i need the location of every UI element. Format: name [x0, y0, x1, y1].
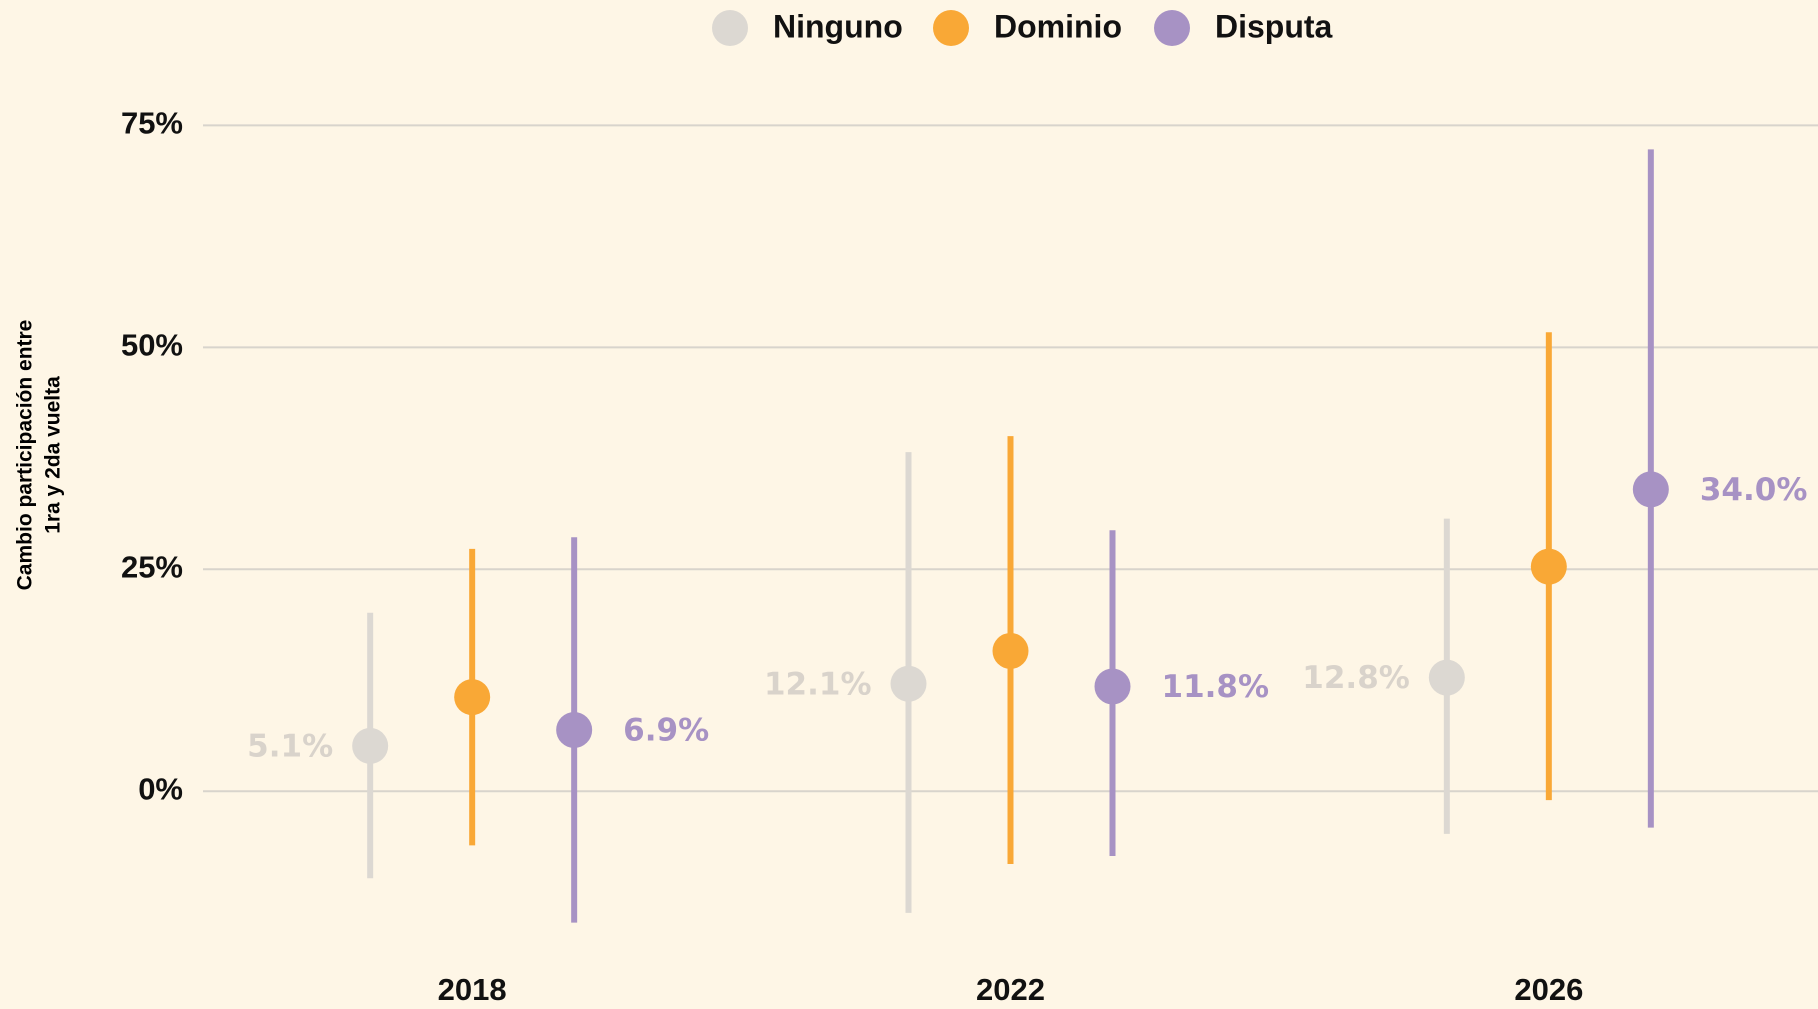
x-tick-label: 2026: [1514, 972, 1583, 1007]
x-tick-label: 2022: [976, 972, 1045, 1007]
legend-swatch: [1154, 10, 1190, 46]
legend-label: Disputa: [1215, 8, 1333, 44]
dot: [352, 727, 389, 764]
data-label: 5.1%: [247, 728, 333, 764]
legend-label: Ninguno: [773, 8, 903, 44]
x-tick-label: 2018: [438, 972, 507, 1007]
data-label: 11.8%: [1162, 669, 1270, 705]
dot: [992, 632, 1029, 669]
y-axis-title: Cambio participación entre 1ra y 2da vue…: [14, 320, 65, 591]
legend-swatch: [933, 10, 969, 46]
dot: [890, 665, 927, 702]
y-axis-title-line: Cambio participación entre: [14, 320, 37, 591]
y-axis-title-line: 1ra y 2da vuelta: [42, 376, 65, 534]
dot: [1632, 471, 1669, 508]
dot: [1428, 659, 1465, 696]
dot: [1530, 548, 1567, 585]
legend-label: Dominio: [994, 8, 1122, 44]
y-tick-label: 75%: [121, 106, 183, 141]
legend-swatch: [712, 10, 748, 46]
data-label: 12.1%: [764, 666, 872, 702]
data-label: 6.9%: [623, 712, 709, 748]
y-tick-label: 0%: [138, 771, 183, 806]
y-tick-label: 25%: [121, 549, 183, 584]
dot: [1094, 668, 1131, 705]
y-tick-label: 50%: [121, 328, 183, 363]
dot: [454, 679, 491, 716]
dot: [556, 711, 593, 748]
data-label: 34.0%: [1700, 472, 1808, 508]
data-label: 12.8%: [1302, 660, 1410, 696]
